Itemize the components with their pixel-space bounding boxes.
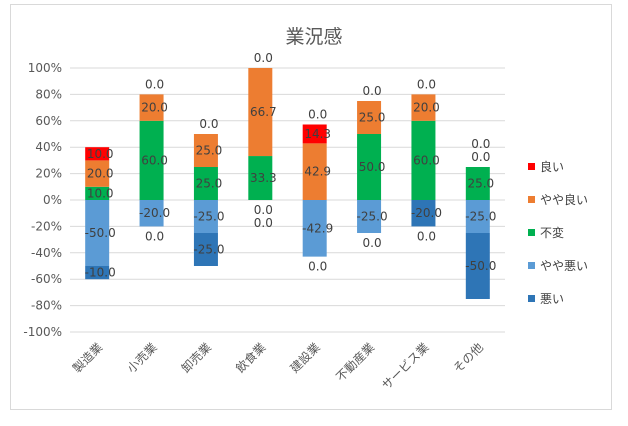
- data-label: 25.0: [359, 111, 386, 125]
- data-label: 0.0: [471, 137, 490, 151]
- bar-segment: [85, 160, 110, 187]
- data-label: 0.0: [417, 77, 436, 91]
- legend-label: 良い: [540, 159, 564, 174]
- data-label: 60.0: [413, 153, 440, 167]
- category-label: 建設業: [287, 340, 323, 376]
- bar-segment: [85, 147, 110, 161]
- data-label: 25.0: [467, 177, 494, 191]
- data-label: -25.0: [193, 243, 224, 257]
- data-label: -25.0: [357, 210, 388, 224]
- y-tick-label: 0%: [43, 193, 62, 207]
- legend-swatch: [528, 163, 535, 170]
- category-label: 飲食業: [232, 340, 268, 376]
- legend-swatch: [528, 229, 535, 236]
- y-tick-label: 60%: [35, 114, 62, 128]
- data-label: 20.0: [87, 167, 114, 181]
- bar-segment: [465, 167, 490, 200]
- bar-segment: [357, 101, 382, 134]
- bar-segment: [411, 94, 436, 121]
- bar-segment: [357, 200, 382, 233]
- legend-label: 悪い: [540, 292, 564, 306]
- data-label: 10.0: [87, 147, 114, 161]
- bar-segment: [139, 120, 164, 200]
- category-label: 製造業: [70, 340, 105, 375]
- category-label: 小売業: [124, 340, 160, 376]
- bar-segment: [465, 200, 490, 233]
- data-label: -10.0: [85, 266, 116, 280]
- y-tick-label: -40%: [31, 246, 62, 260]
- data-label: 0.0: [145, 77, 164, 91]
- chart-title: 業況感: [285, 26, 343, 48]
- data-label: 33.3: [250, 171, 277, 185]
- data-label: 66.7: [250, 105, 277, 119]
- data-label: 10.0: [87, 186, 114, 200]
- data-label: -50.0: [85, 226, 116, 240]
- bar-segment: [248, 156, 273, 200]
- data-label: 0.0: [199, 117, 218, 131]
- legend-label: やや良い: [540, 192, 588, 207]
- data-label: 0.0: [417, 229, 436, 243]
- data-label: 60.0: [141, 153, 168, 167]
- data-label: -25.0: [193, 210, 224, 224]
- data-label: 25.0: [196, 144, 223, 158]
- bar-segment: [411, 200, 436, 227]
- bar-segment: [85, 200, 110, 266]
- data-label: 0.0: [145, 229, 164, 243]
- bar-segment: [139, 94, 164, 121]
- y-tick-label: 40%: [35, 140, 62, 154]
- bar-segment: [357, 134, 382, 200]
- data-label: -25.0: [465, 210, 496, 224]
- category-label: 卸売業: [178, 340, 214, 376]
- bar-segment: [193, 233, 218, 266]
- data-label: 0.0: [254, 216, 273, 230]
- data-label: -20.0: [139, 206, 170, 220]
- data-label: 20.0: [141, 101, 168, 115]
- bar-segment: [193, 200, 218, 233]
- legend-label: 不変: [540, 225, 564, 240]
- legend-swatch: [528, 262, 535, 269]
- bar-segment: [193, 167, 218, 200]
- data-label: 0.0: [254, 203, 273, 217]
- bar-segment: [85, 266, 110, 280]
- category-label: その他: [451, 340, 486, 375]
- data-label: 50.0: [359, 160, 386, 174]
- data-label: 14.3: [304, 127, 331, 141]
- bar-segment: [139, 200, 164, 227]
- bar-segment: [411, 120, 436, 200]
- legend-swatch: [528, 196, 535, 203]
- data-label: 0.0: [363, 236, 382, 250]
- data-label: 0.0: [254, 51, 273, 65]
- data-label: 0.0: [308, 260, 327, 274]
- y-tick-label: -20%: [31, 219, 62, 233]
- bar-segment: [302, 124, 327, 144]
- data-label: -20.0: [411, 206, 442, 220]
- legend-label: やや悪い: [540, 259, 588, 273]
- data-label: 20.0: [413, 101, 440, 115]
- bar-segment: [465, 233, 490, 299]
- category-label: サービス業: [379, 340, 431, 392]
- bar-segment: [193, 134, 218, 167]
- data-label: -42.9: [302, 221, 333, 235]
- bar-segment: [302, 143, 327, 200]
- data-label: 42.9: [304, 165, 331, 179]
- data-label: -50.0: [465, 259, 496, 273]
- bar-segment: [85, 186, 110, 200]
- y-tick-label: -60%: [31, 272, 62, 286]
- legend-swatch: [528, 295, 535, 302]
- y-tick-label: -100%: [23, 325, 62, 339]
- y-tick-label: 100%: [28, 61, 62, 75]
- bar-segment: [302, 200, 327, 257]
- bar-segment: [248, 68, 273, 157]
- data-label: 0.0: [471, 150, 490, 164]
- data-label: 25.0: [196, 177, 223, 191]
- data-label: 0.0: [363, 84, 382, 98]
- data-label: 0.0: [308, 107, 327, 121]
- y-tick-label: 20%: [35, 167, 62, 181]
- category-label: 不動産業: [333, 340, 378, 385]
- y-tick-label: -80%: [31, 299, 62, 313]
- y-tick-label: 80%: [35, 87, 62, 101]
